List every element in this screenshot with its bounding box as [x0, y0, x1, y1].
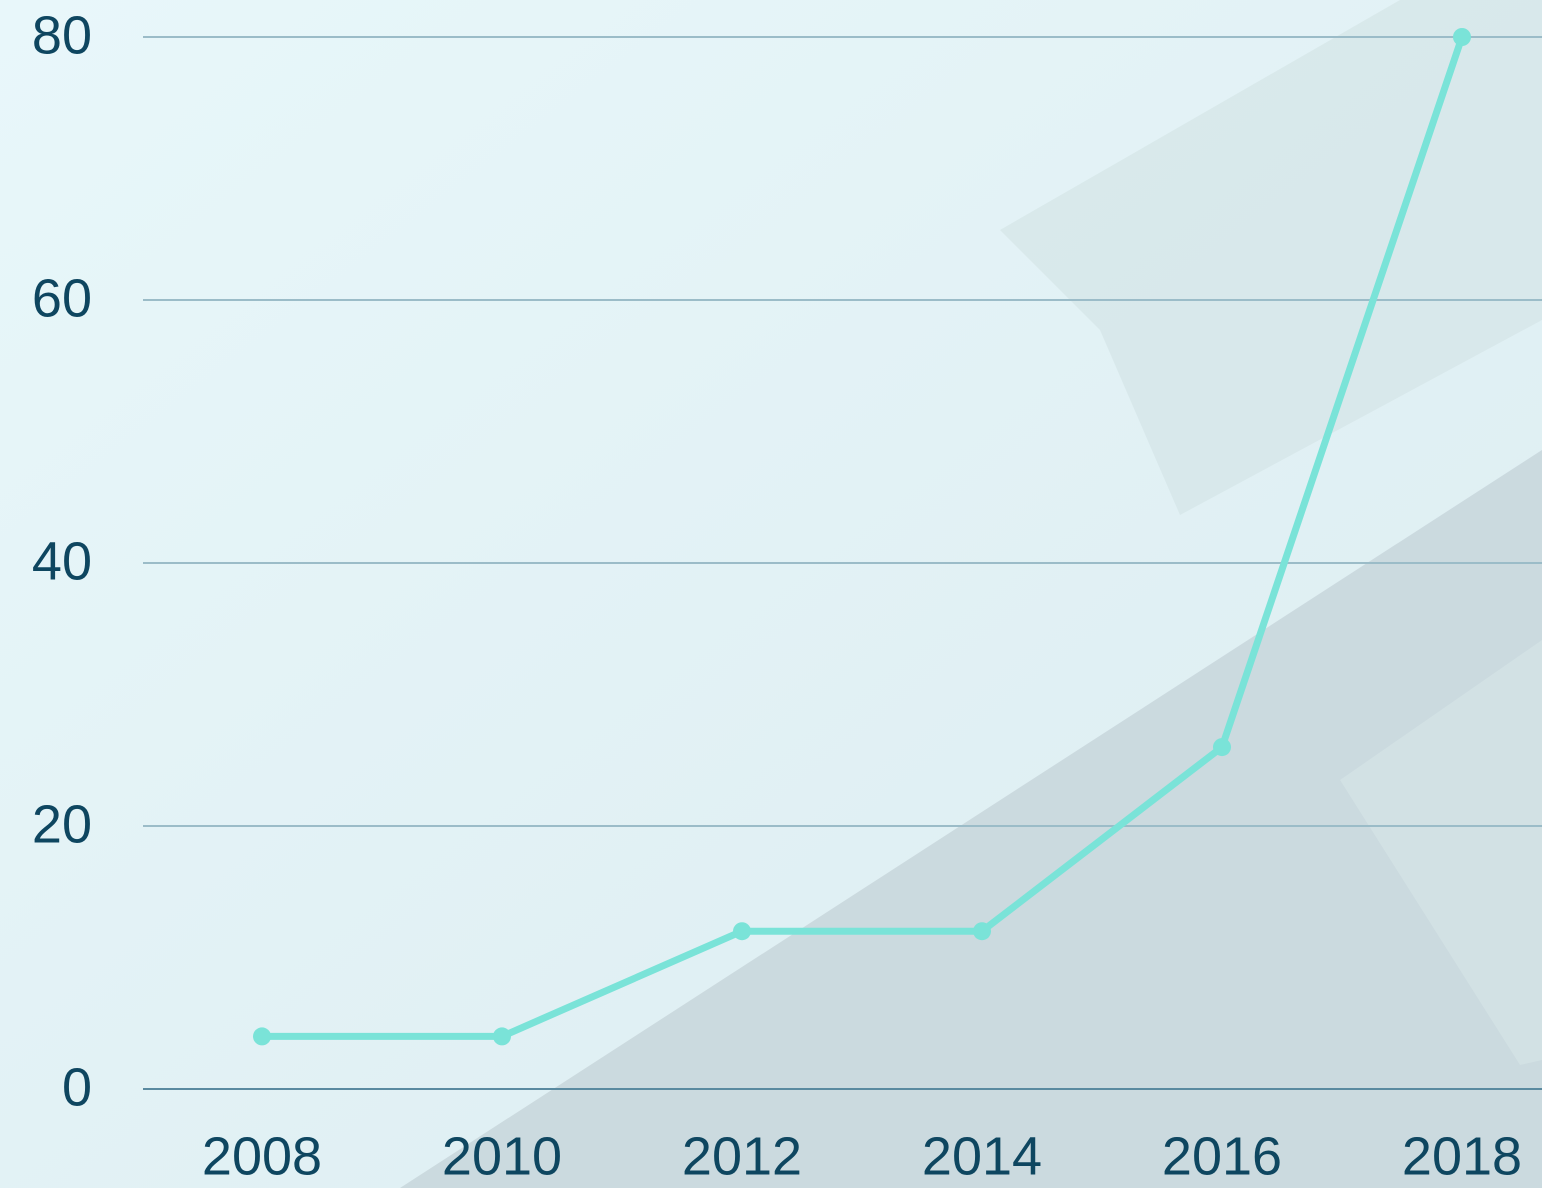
x-tick-label: 2008 — [202, 1126, 322, 1186]
y-tick-label: 80 — [32, 5, 92, 65]
x-tick-label: 2012 — [682, 1126, 802, 1186]
chart: 0 20 40 60 80 2008 2010 2012 2014 2016 2018 — [0, 0, 1542, 1188]
x-tick-label: 2016 — [1162, 1126, 1282, 1186]
point — [733, 922, 751, 940]
point — [973, 922, 991, 940]
y-tick-label: 40 — [32, 531, 92, 591]
point — [1453, 28, 1471, 46]
point — [253, 1027, 271, 1045]
y-tick-label: 60 — [32, 268, 92, 328]
y-tick-label: 20 — [32, 794, 92, 854]
point — [1213, 738, 1231, 756]
x-tick-label: 2010 — [442, 1126, 562, 1186]
x-tick-label: 2018 — [1402, 1126, 1522, 1186]
point — [493, 1027, 511, 1045]
y-tick-label: 0 — [62, 1057, 92, 1117]
x-tick-label: 2014 — [922, 1126, 1042, 1186]
